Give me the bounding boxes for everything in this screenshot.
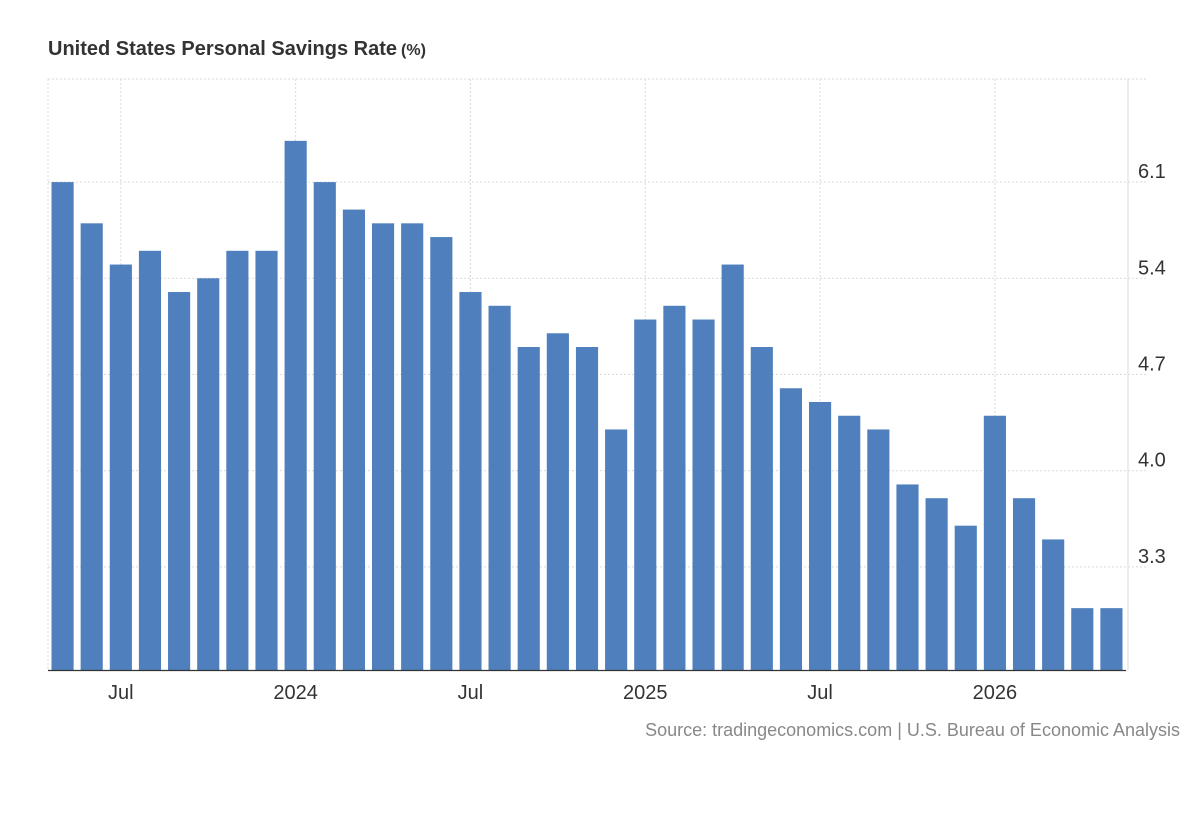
bar xyxy=(692,319,715,670)
bar xyxy=(838,415,861,670)
bar xyxy=(809,401,832,670)
bar xyxy=(896,484,919,670)
bar xyxy=(371,223,395,670)
bar xyxy=(634,319,657,670)
bar xyxy=(867,429,890,670)
bar xyxy=(954,525,977,670)
bar xyxy=(1012,498,1036,670)
y-tick-label: 4.0 xyxy=(1138,450,1166,472)
y-tick-label: 5.4 xyxy=(1138,257,1166,279)
bar xyxy=(517,347,540,670)
bar xyxy=(925,498,948,670)
chart-title: United States Personal Savings Rate (%) xyxy=(48,38,426,61)
chart-title-unit: (%) xyxy=(401,42,426,59)
x-tick-label: Jul xyxy=(458,682,484,704)
bar xyxy=(779,388,803,670)
x-tick-label: Jul xyxy=(807,682,833,704)
bar xyxy=(721,264,744,670)
bar xyxy=(51,182,74,670)
y-tick-label: 6.1 xyxy=(1138,161,1166,183)
bar xyxy=(663,305,686,670)
bar xyxy=(575,347,599,670)
y-tick-label: 3.3 xyxy=(1138,546,1166,568)
bar xyxy=(80,223,103,670)
bar xyxy=(983,415,1006,670)
chart-title-text: United States Personal Savings Rate xyxy=(48,38,398,60)
bar xyxy=(226,250,249,671)
bar xyxy=(284,140,307,671)
bar xyxy=(546,333,569,670)
bar xyxy=(430,237,453,670)
bar xyxy=(197,278,220,670)
bar xyxy=(488,305,511,670)
bar xyxy=(1100,608,1123,670)
bar xyxy=(1071,608,1094,670)
bar xyxy=(401,223,424,670)
source-note: Source: tradingeconomics.com | U.S. Bure… xyxy=(645,720,1180,740)
x-tick-label: 2024 xyxy=(273,682,318,704)
bar xyxy=(138,250,162,671)
bar xyxy=(605,429,628,670)
bar xyxy=(750,347,773,670)
x-tick-label: Jul xyxy=(108,682,134,704)
x-tick-label: 2026 xyxy=(973,682,1018,704)
bar xyxy=(255,250,278,671)
bar xyxy=(342,209,365,670)
x-tick-label: 2025 xyxy=(623,682,668,704)
bar xyxy=(1042,539,1065,670)
bar xyxy=(168,292,191,670)
y-tick-label: 4.7 xyxy=(1138,354,1166,376)
bar xyxy=(459,292,482,670)
bar xyxy=(109,264,132,670)
bar xyxy=(313,182,336,670)
